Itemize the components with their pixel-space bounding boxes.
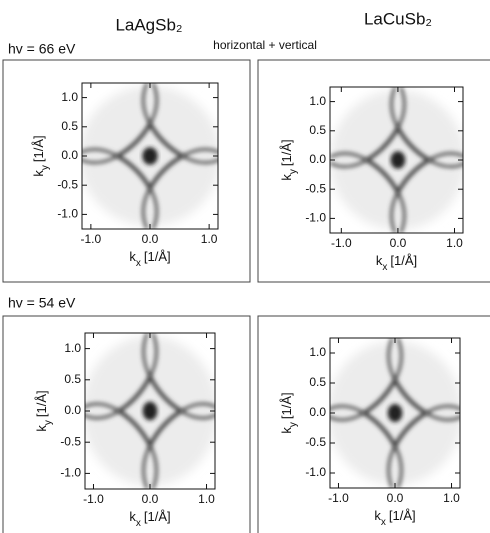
polarization-label: horizontal + vertical	[213, 38, 317, 52]
axis-symbol: k	[129, 509, 136, 524]
y-tick-label: -1.0	[305, 465, 326, 479]
axis-subscript: y	[288, 422, 299, 427]
x-tick-label: 1.0	[443, 491, 460, 505]
panel-frame	[2, 315, 251, 533]
map-arcs	[330, 87, 463, 233]
axis-unit: [1/Å]	[390, 253, 417, 268]
axis-unit: [1/Å]	[31, 135, 46, 162]
y-tick-label: 0.5	[309, 123, 326, 137]
axis-label: kx [1/Å]	[374, 508, 415, 528]
column-title: LaAgSb₂	[115, 15, 182, 34]
x-tick-label: -1.0	[331, 236, 352, 250]
y-tick-label: 1.0	[309, 345, 326, 359]
column-title: LaCuSb₂	[364, 9, 432, 28]
axis-subscript: y	[40, 165, 51, 170]
x-tick-label: 0.0	[142, 492, 159, 506]
intensity-map	[82, 83, 218, 229]
axis-label: ky [1/Å]	[279, 392, 299, 433]
y-tick-label: -1.0	[60, 466, 81, 480]
intensity-map	[330, 87, 463, 233]
axis-symbol: k	[376, 253, 383, 268]
axis-symbol: k	[129, 249, 136, 264]
map-center	[142, 147, 158, 165]
x-tick-label: 1.0	[446, 236, 463, 250]
intensity-map	[330, 338, 460, 488]
intensity-map	[85, 333, 215, 489]
y-tick-label: -1.0	[305, 211, 326, 225]
x-tick-label: -1.0	[328, 491, 349, 505]
axis-subscript: x	[136, 518, 141, 529]
axis-subscript: y	[43, 420, 54, 425]
axis-subscript: x	[382, 262, 387, 273]
y-tick-label: 1.0	[64, 341, 81, 355]
axis-unit: [1/Å]	[144, 249, 171, 264]
y-tick-label: 0.5	[64, 372, 81, 386]
axis-symbol: k	[279, 174, 294, 181]
x-tick-label: 1.0	[201, 232, 218, 246]
x-tick-label: -1.0	[81, 232, 102, 246]
axis-subscript: x	[136, 258, 141, 269]
y-tick-label: 0.5	[309, 375, 326, 389]
axis-unit: [1/Å]	[144, 509, 171, 524]
axis-symbol: k	[374, 508, 381, 523]
y-tick-label: 1.0	[61, 90, 78, 104]
axis-label: kx [1/Å]	[129, 249, 170, 269]
map-center	[390, 151, 406, 169]
axis-unit: [1/Å]	[389, 508, 416, 523]
x-tick-label: 0.0	[390, 236, 407, 250]
axis-label: kx [1/Å]	[376, 253, 417, 273]
row-label: hv = 66 eV	[8, 41, 76, 57]
y-tick-label: 0.0	[309, 152, 326, 166]
axis-label: kx [1/Å]	[129, 509, 170, 529]
axis-unit: [1/Å]	[279, 139, 294, 166]
y-tick-label: -1.0	[57, 207, 78, 221]
y-tick-label: 1.0	[309, 94, 326, 108]
y-tick-label: -0.5	[60, 434, 81, 448]
axis-subscript: x	[381, 517, 386, 528]
map-arcs	[85, 333, 215, 489]
axis-label: ky [1/Å]	[34, 390, 54, 431]
axis-label: ky [1/Å]	[279, 139, 299, 180]
y-tick-label: -0.5	[305, 181, 326, 195]
axis-unit: [1/Å]	[34, 390, 49, 417]
x-tick-label: 0.0	[142, 232, 159, 246]
x-tick-label: 0.0	[387, 491, 404, 505]
y-tick-label: 0.0	[309, 405, 326, 419]
y-tick-label: 0.0	[61, 148, 78, 162]
y-tick-label: 0.5	[61, 119, 78, 133]
axis-symbol: k	[34, 425, 49, 432]
axis-label: ky [1/Å]	[31, 135, 51, 176]
panel-frame	[257, 59, 490, 283]
row-label: hv = 54 eV	[8, 295, 76, 311]
y-tick-label: -0.5	[305, 435, 326, 449]
panel-frame	[2, 59, 251, 283]
x-tick-label: -1.0	[83, 492, 104, 506]
axis-symbol: k	[279, 427, 294, 434]
x-tick-label: 1.0	[198, 492, 215, 506]
axis-unit: [1/Å]	[279, 392, 294, 419]
panel-frame	[257, 315, 490, 533]
y-tick-label: -0.5	[57, 177, 78, 191]
map-arcs	[330, 338, 460, 488]
map-center	[142, 401, 158, 421]
axis-subscript: y	[288, 169, 299, 174]
axis-symbol: k	[31, 170, 46, 177]
y-tick-label: 0.0	[64, 403, 81, 417]
map-center	[387, 404, 403, 422]
map-arcs	[82, 83, 218, 229]
